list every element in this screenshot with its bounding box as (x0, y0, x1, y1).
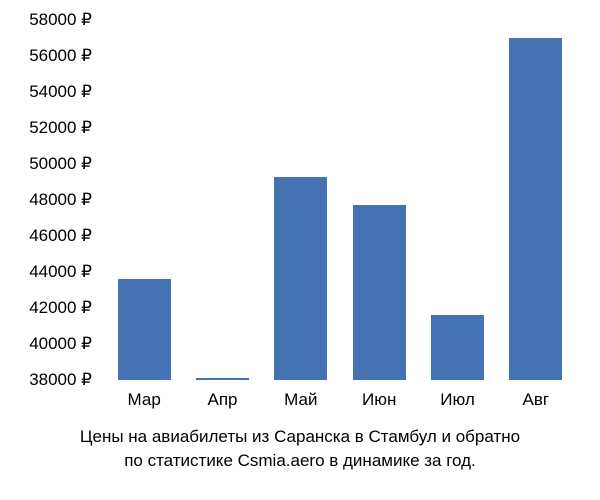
bar (274, 177, 327, 380)
caption-line-2: по статистике Csmia.aero в динамике за г… (0, 449, 600, 473)
y-tick-label: 56000 ₽ (29, 46, 92, 66)
bar (196, 378, 249, 380)
x-axis: Мар Апр Май Июн Июл Авг (105, 385, 575, 415)
y-tick-label: 40000 ₽ (29, 334, 92, 354)
x-tick-label: Авг (523, 390, 550, 410)
y-tick-label: 48000 ₽ (29, 190, 92, 210)
chart-caption: Цены на авиабилеты из Саранска в Стамбул… (0, 425, 600, 473)
y-tick-label: 58000 ₽ (29, 10, 92, 30)
y-tick-label: 46000 ₽ (29, 226, 92, 246)
y-tick-label: 54000 ₽ (29, 82, 92, 102)
x-tick-label: Июл (440, 390, 475, 410)
bar (353, 205, 406, 380)
caption-line-1: Цены на авиабилеты из Саранска в Стамбул… (0, 425, 600, 449)
y-tick-label: 52000 ₽ (29, 118, 92, 138)
x-tick-label: Мар (128, 390, 161, 410)
y-tick-label: 50000 ₽ (29, 154, 92, 174)
y-axis: 38000 ₽40000 ₽42000 ₽44000 ₽46000 ₽48000… (0, 20, 100, 380)
bar (509, 38, 562, 380)
y-tick-label: 42000 ₽ (29, 298, 92, 318)
bar (118, 279, 171, 380)
bar (431, 315, 484, 380)
plot-area (105, 20, 575, 380)
y-tick-label: 38000 ₽ (29, 370, 92, 390)
x-tick-label: Июн (362, 390, 396, 410)
x-tick-label: Май (284, 390, 317, 410)
y-tick-label: 44000 ₽ (29, 262, 92, 282)
price-bar-chart: 38000 ₽ 40000 ₽ 42000 ₽ 44000 ₽ 46000 ₽ 48000… (0, 0, 600, 500)
x-tick-label: Апр (208, 390, 238, 410)
